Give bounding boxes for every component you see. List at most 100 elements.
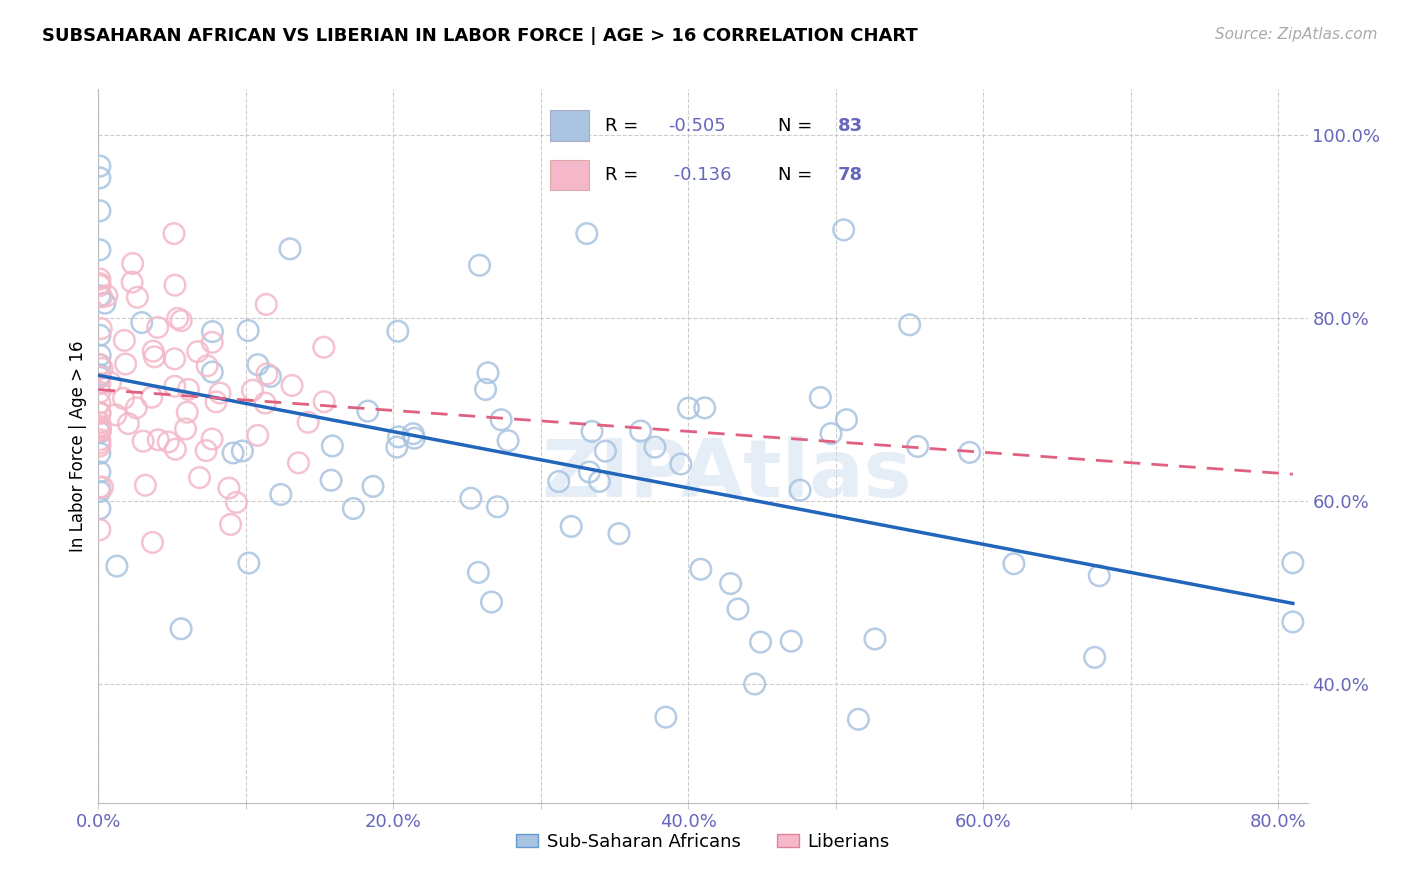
Point (89, 170, 111, 185)
Point (89, 358, 111, 372)
Point (246, 358, 269, 372)
Point (361, 479, 384, 493)
Point (222, 446, 245, 460)
Y-axis label: In Labor Force | Age > 16: In Labor Force | Age > 16 (69, 340, 87, 552)
Point (489, 413, 512, 427)
Point (96, 289, 118, 303)
Point (89, 439, 111, 453)
Point (678, 401, 700, 416)
Point (848, 712, 870, 726)
Point (89, 278, 111, 293)
Point (259, 369, 281, 384)
Point (91, 480, 114, 494)
Point (201, 335, 224, 350)
Point (90, 321, 112, 335)
Point (89, 501, 111, 516)
Point (246, 428, 269, 442)
Text: 78: 78 (838, 166, 862, 184)
Point (100, 376, 122, 390)
Point (595, 444, 617, 458)
Point (89, 203, 111, 218)
Point (474, 383, 496, 397)
Point (148, 433, 170, 447)
Point (387, 324, 409, 338)
Point (560, 519, 582, 533)
Point (225, 495, 247, 509)
Point (314, 394, 336, 409)
Point (117, 417, 139, 431)
Point (163, 278, 186, 293)
Point (1282, 556, 1305, 570)
Point (91, 361, 114, 376)
Point (402, 426, 425, 441)
Point (578, 465, 600, 479)
Point (644, 440, 666, 454)
Point (89, 423, 111, 437)
Point (780, 634, 803, 648)
Point (89, 159, 111, 173)
Legend: Sub-Saharan Africans, Liberians: Sub-Saharan Africans, Liberians (509, 826, 897, 858)
Point (357, 404, 380, 418)
Text: SUBSAHARAN AFRICAN VS LIBERIAN IN LABOR FORCE | AGE > 16 CORRELATION CHART: SUBSAHARAN AFRICAN VS LIBERIAN IN LABOR … (42, 27, 918, 45)
Point (218, 481, 240, 495)
Point (89, 243, 111, 257)
FancyBboxPatch shape (550, 160, 589, 190)
Point (547, 475, 569, 489)
Point (89, 369, 111, 384)
Point (89, 368, 111, 382)
Point (127, 290, 149, 304)
Point (655, 710, 678, 724)
Point (205, 395, 228, 409)
Point (477, 366, 499, 380)
Point (89, 406, 111, 420)
Point (669, 457, 692, 471)
Point (404, 431, 426, 445)
Point (820, 426, 842, 441)
Point (727, 602, 749, 616)
Point (89, 406, 111, 420)
Point (460, 491, 482, 506)
Point (89, 416, 111, 430)
Point (201, 365, 224, 379)
Text: 83: 83 (838, 117, 862, 135)
Point (496, 434, 519, 448)
Point (89, 425, 111, 440)
Point (749, 635, 772, 649)
Point (588, 475, 610, 489)
Point (720, 576, 742, 591)
Point (170, 622, 193, 636)
Point (270, 487, 292, 501)
Point (195, 359, 218, 373)
Point (486, 500, 509, 514)
Point (89, 484, 111, 499)
Point (242, 383, 264, 397)
Point (468, 258, 491, 272)
Text: N =: N = (779, 166, 818, 184)
Point (238, 556, 260, 570)
Point (89, 385, 111, 400)
Text: R =: R = (605, 117, 644, 135)
Point (112, 392, 135, 406)
FancyBboxPatch shape (550, 111, 589, 141)
Point (177, 383, 200, 397)
Point (170, 313, 193, 327)
Point (385, 440, 408, 454)
Text: ZIPAtlas: ZIPAtlas (541, 435, 912, 514)
Point (744, 677, 766, 691)
Point (89, 272, 111, 286)
Text: -0.505: -0.505 (668, 117, 725, 135)
Point (89, 396, 111, 410)
Point (254, 396, 277, 410)
Point (630, 424, 652, 438)
Point (1002, 557, 1025, 571)
Point (163, 351, 186, 366)
Point (387, 430, 409, 444)
Point (105, 559, 128, 574)
Point (231, 444, 253, 458)
Point (89, 465, 111, 479)
Point (278, 242, 301, 256)
Point (104, 408, 127, 422)
Point (174, 422, 197, 436)
Point (89, 424, 111, 438)
Point (467, 566, 489, 580)
